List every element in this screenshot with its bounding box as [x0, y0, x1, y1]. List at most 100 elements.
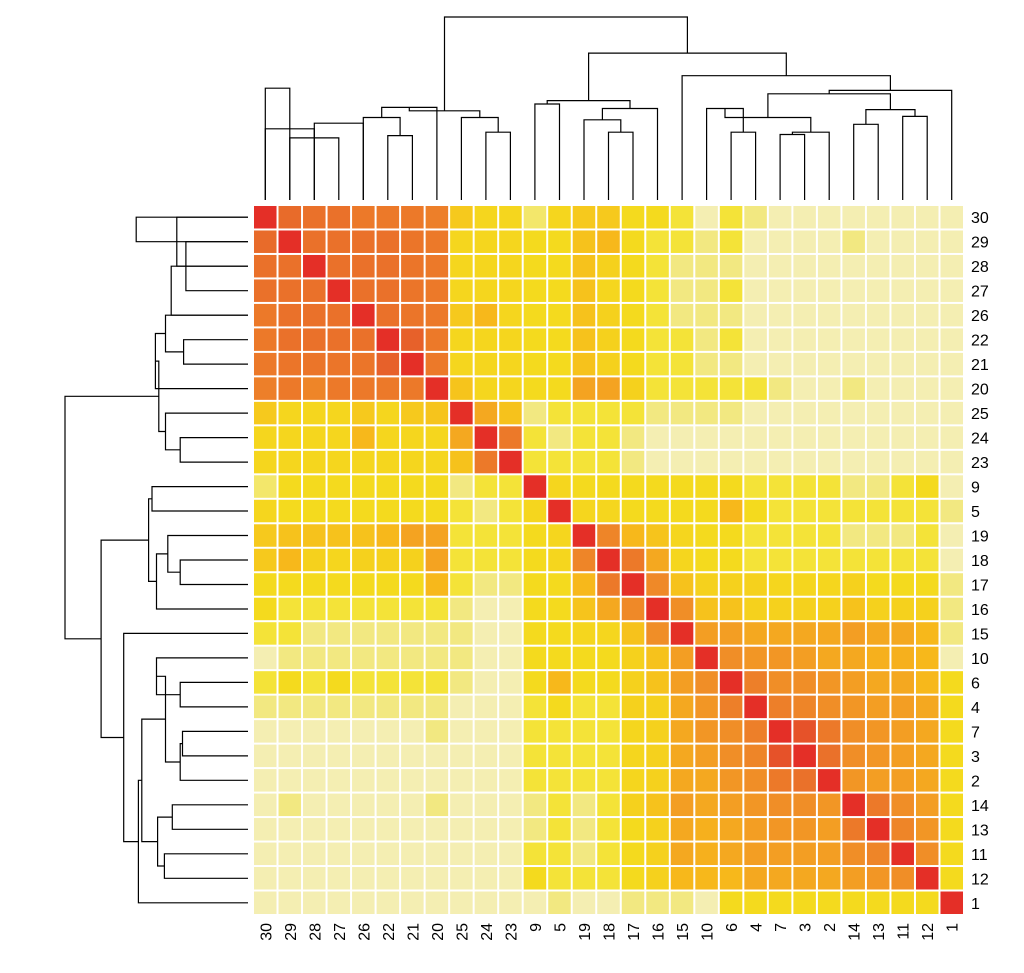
heatmap-cell — [891, 793, 914, 817]
heatmap-cell — [866, 499, 890, 523]
column-label: 23 — [503, 923, 520, 941]
heatmap-cell — [940, 891, 963, 914]
heatmap-cell — [670, 377, 694, 400]
heatmap-cell — [376, 891, 400, 914]
heatmap-cell — [621, 524, 645, 547]
dendrogram-branch — [171, 804, 248, 830]
heatmap-cell — [303, 671, 326, 694]
heatmap-cell — [401, 206, 424, 229]
heatmap-cell — [254, 426, 277, 449]
heatmap-cell — [376, 450, 400, 474]
dendrogram-branch — [164, 314, 248, 353]
dendrogram-branch — [381, 106, 438, 200]
heatmap-cell — [621, 426, 645, 449]
dendrogram-branch — [155, 657, 248, 696]
heatmap-cell — [401, 597, 424, 621]
heatmap-cell — [352, 646, 375, 670]
heatmap-cell — [891, 695, 914, 719]
heatmap-cell — [621, 328, 645, 351]
heatmap-cell — [915, 891, 939, 914]
heatmap-cell — [474, 475, 498, 498]
heatmap-cell — [719, 524, 743, 547]
heatmap-cell — [450, 303, 473, 327]
heatmap-cell — [670, 720, 694, 743]
heatmap-cell — [450, 891, 473, 914]
dendrogram-branch — [154, 332, 248, 390]
heatmap-cell — [842, 254, 865, 278]
heatmap-cell — [891, 891, 914, 914]
heatmap-cell — [474, 279, 498, 302]
heatmap-cell — [327, 475, 351, 498]
heatmap-cell — [768, 279, 792, 302]
heatmap-cell — [352, 450, 375, 474]
heatmap-cell — [499, 548, 522, 572]
heatmap-cell — [523, 426, 547, 449]
column-label: 5 — [552, 923, 569, 932]
heatmap-cell — [621, 206, 645, 229]
heatmap-cell — [768, 499, 792, 523]
heatmap-cell — [915, 450, 939, 474]
heatmap-cell — [597, 279, 620, 302]
heatmap-cell — [401, 450, 424, 474]
heatmap-cell — [254, 230, 277, 253]
heatmap-cell — [744, 475, 767, 498]
heatmap-cell — [719, 206, 743, 229]
row-labels: 3029282726222120252423951918171615106473… — [971, 210, 989, 913]
heatmap-cell — [254, 744, 277, 768]
heatmap-cell — [352, 793, 375, 817]
heatmap-cell — [450, 377, 473, 400]
heatmap-cell — [915, 206, 939, 229]
heatmap-cell — [523, 548, 547, 572]
heatmap-cell — [474, 254, 498, 278]
heatmap-cell — [303, 499, 326, 523]
row-label: 28 — [971, 259, 989, 276]
heatmap-cell — [695, 475, 718, 498]
row-label: 9 — [971, 480, 980, 497]
heatmap-cell — [254, 328, 277, 351]
heatmap-cell — [621, 793, 645, 817]
heatmap-cell — [327, 573, 351, 596]
heatmap-cell — [474, 671, 498, 694]
heatmap-cell — [303, 279, 326, 302]
heatmap-cell — [793, 622, 816, 645]
heatmap-cell — [793, 744, 816, 768]
heatmap-cell — [425, 891, 449, 914]
dendrogram-branch — [767, 93, 891, 118]
heatmap-cell — [548, 352, 571, 376]
heatmap-cell — [548, 695, 571, 719]
heatmap-cell — [940, 671, 963, 694]
heatmap-cell — [425, 622, 449, 645]
heatmap-cell — [768, 818, 792, 841]
heatmap-cell — [450, 450, 473, 474]
heatmap-cell — [744, 450, 767, 474]
heatmap-cell — [744, 426, 767, 449]
heatmap-cell — [327, 279, 351, 302]
heatmap-cell — [254, 303, 277, 327]
heatmap-cell — [744, 695, 767, 719]
heatmap-cell — [278, 769, 302, 792]
heatmap-cell — [499, 377, 522, 400]
heatmap-cell — [548, 891, 571, 914]
heatmap-cell — [670, 671, 694, 694]
heatmap-cell — [891, 842, 914, 866]
heatmap-cell — [352, 426, 375, 449]
heatmap-cell — [842, 793, 865, 817]
heatmap-cell — [499, 818, 522, 841]
heatmap-cell — [768, 573, 792, 596]
heatmap-cell — [940, 720, 963, 743]
heatmap-cell — [940, 303, 963, 327]
heatmap-cell — [670, 499, 694, 523]
heatmap-cell — [523, 303, 547, 327]
heatmap-cell — [572, 671, 596, 694]
heatmap-cell — [866, 352, 890, 376]
heatmap-cell — [303, 891, 326, 914]
heatmap-cell — [425, 230, 449, 253]
heatmap-cell — [474, 818, 498, 841]
heatmap-cell — [401, 352, 424, 376]
heatmap-cell — [254, 793, 277, 817]
heatmap-cell — [499, 842, 522, 866]
heatmap-cell — [768, 842, 792, 866]
dendrogram-branch — [179, 559, 248, 586]
heatmap-cell — [548, 622, 571, 645]
heatmap-cell — [450, 646, 473, 670]
